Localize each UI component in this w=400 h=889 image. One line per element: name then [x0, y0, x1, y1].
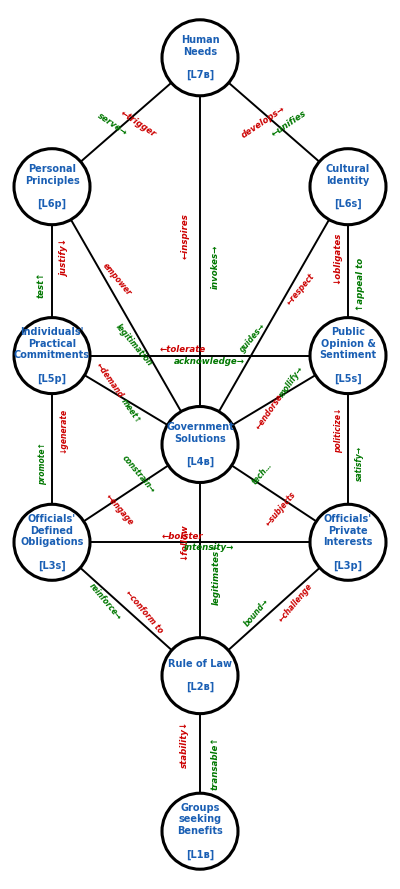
Text: Human
Needs

[L7ʙ]: Human Needs [L7ʙ]	[181, 36, 219, 80]
Text: Personal
Principles

[L6p]: Personal Principles [L6p]	[25, 164, 79, 209]
Text: guides→: guides→	[238, 321, 267, 354]
Text: promote↑: promote↑	[38, 443, 47, 485]
Text: Cultural
Identity

[L6s]: Cultural Identity [L6s]	[326, 164, 370, 209]
Text: constrain→: constrain→	[120, 453, 157, 495]
Circle shape	[310, 504, 386, 581]
Text: Rule of Law

[L2ʙ]: Rule of Law [L2ʙ]	[168, 659, 232, 693]
Circle shape	[14, 504, 90, 581]
Text: transable↑: transable↑	[211, 736, 220, 789]
Text: ↓generate: ↓generate	[59, 408, 68, 453]
Text: develops→: develops→	[240, 105, 287, 140]
Text: ←respect: ←respect	[285, 272, 316, 308]
Text: tech…: tech…	[250, 461, 274, 486]
Text: Officials'
Defined
Obligations

[L3s]: Officials' Defined Obligations [L3s]	[20, 514, 84, 571]
Text: legitimation: legitimation	[114, 323, 154, 368]
Text: ←conform to: ←conform to	[124, 589, 165, 636]
Text: Officials'
Private
Interests

[L3p]: Officials' Private Interests [L3p]	[323, 514, 373, 571]
Text: empower: empower	[101, 261, 133, 298]
Text: ←tolerate: ←tolerate	[159, 346, 205, 355]
Text: ↑appeal to: ↑appeal to	[356, 258, 365, 311]
Circle shape	[14, 148, 90, 225]
Circle shape	[310, 317, 386, 394]
Circle shape	[162, 406, 238, 483]
Circle shape	[14, 317, 90, 394]
Text: ←challenge: ←challenge	[277, 582, 314, 624]
Text: Individuals'
Practical
Commitments

[L5p]: Individuals' Practical Commitments [L5p]	[14, 327, 90, 384]
Text: Groups
seeking
Benefits

[L1ʙ]: Groups seeking Benefits [L1ʙ]	[177, 803, 223, 860]
Circle shape	[310, 148, 386, 225]
Text: stability↓: stability↓	[180, 720, 189, 768]
Text: ↓follow: ↓follow	[180, 524, 188, 560]
Text: mollify→: mollify→	[277, 364, 305, 398]
Text: ←inspires: ←inspires	[180, 212, 189, 259]
Text: legitimates↑: legitimates↑	[212, 543, 220, 605]
Text: ←bolster: ←bolster	[162, 533, 203, 541]
Text: ←trigger: ←trigger	[118, 108, 157, 139]
Text: justify↓: justify↓	[60, 238, 69, 276]
Text: intensity→: intensity→	[184, 543, 234, 552]
Text: ←endorse: ←endorse	[254, 393, 285, 432]
Text: bound→: bound→	[242, 597, 270, 629]
Text: meet↑: meet↑	[119, 397, 143, 426]
Text: Government
Solutions

[L4ʙ]: Government Solutions [L4ʙ]	[166, 422, 234, 467]
Text: satisfy→: satisfy→	[355, 446, 364, 482]
Text: ←subjects: ←subjects	[264, 490, 298, 527]
Text: test↑: test↑	[36, 271, 45, 298]
Text: reinforce→: reinforce→	[87, 582, 123, 622]
Text: ←unifies: ←unifies	[270, 108, 308, 139]
Text: acknowledge→: acknowledge→	[173, 356, 244, 365]
Text: invokes→: invokes→	[211, 244, 220, 289]
Text: Public
Opinion &
Sentiment

[L5s]: Public Opinion & Sentiment [L5s]	[320, 327, 376, 384]
Circle shape	[162, 793, 238, 869]
Circle shape	[162, 20, 238, 96]
Text: serve→: serve→	[96, 111, 129, 138]
Text: ←engage: ←engage	[104, 493, 135, 527]
Circle shape	[162, 637, 238, 714]
Text: ↓obligates: ↓obligates	[332, 231, 341, 284]
Text: politicize↓: politicize↓	[334, 407, 343, 453]
Text: ←demand: ←demand	[94, 361, 125, 400]
